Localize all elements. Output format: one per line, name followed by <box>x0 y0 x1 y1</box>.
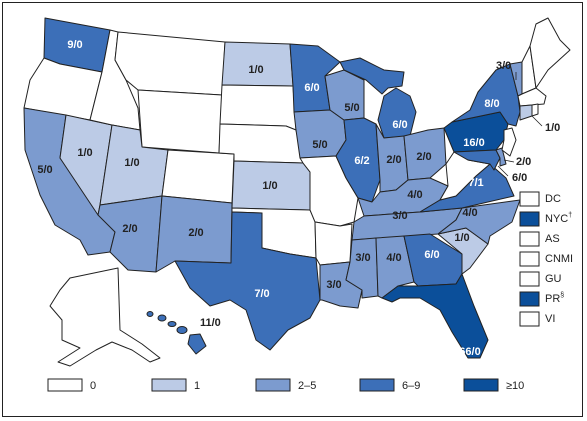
territory-label-nyc: NYC† <box>545 212 572 225</box>
label-ia: 5/0 <box>312 139 327 151</box>
label-al: 4/0 <box>386 252 401 264</box>
figure-frame <box>2 2 583 417</box>
callout-md: 6/0 <box>512 172 527 184</box>
legend-swatch-2 <box>255 378 291 392</box>
legend-swatch-4 <box>463 378 499 392</box>
state-nc <box>437 199 521 245</box>
state-ar <box>314 221 353 266</box>
territory-label-dc: DC <box>545 193 561 205</box>
label-nv: 1/0 <box>77 147 92 159</box>
label-ky: 4/0 <box>407 189 422 201</box>
callout-ct: 1/0 <box>545 122 560 134</box>
legend-label-1: 1 <box>194 380 200 392</box>
callout-de: 2/0 <box>516 156 531 168</box>
state-wy <box>137 89 223 154</box>
label-wi: 5/0 <box>344 102 359 114</box>
label-ks: 1/0 <box>262 180 277 192</box>
label-nm: 2/0 <box>188 227 203 239</box>
callout-leaders <box>497 72 543 177</box>
state-fl <box>381 273 489 359</box>
state-mi <box>339 57 417 139</box>
label-ca: 5/0 <box>37 164 52 176</box>
territory-footnote-mark: † <box>568 212 572 219</box>
label-mn: 6/0 <box>304 82 319 94</box>
legend-swatch-1 <box>151 378 187 392</box>
legend-swatch-0 <box>47 378 83 392</box>
label-wa: 9/0 <box>67 39 82 51</box>
state-ri <box>531 103 539 117</box>
label-oh: 2/0 <box>416 151 431 163</box>
state-tx <box>174 211 321 351</box>
territory-label-gu: GU <box>545 273 562 285</box>
label-ga: 6/0 <box>424 249 439 261</box>
state-ct <box>519 104 533 121</box>
legend-label-0: 0 <box>90 380 96 392</box>
label-il: 6/2 <box>354 155 369 167</box>
label-mi: 6/0 <box>392 119 407 131</box>
label-sc: 1/0 <box>454 232 469 244</box>
legend-label-3: 6–9 <box>402 380 420 392</box>
territory-key: DC NYC† AS CNMI GU PR§ VI <box>519 191 573 327</box>
label-tx: 7/0 <box>254 288 269 300</box>
legend-label-2: 2–5 <box>298 380 316 392</box>
state-mt <box>114 31 226 96</box>
label-az: 2/0 <box>122 223 137 235</box>
state-de <box>495 147 507 167</box>
label-tn: 3/0 <box>392 210 407 222</box>
callout-hi: 11/0 <box>200 317 221 329</box>
territory-label-pr: PR§ <box>545 292 564 305</box>
label-ny: 8/0 <box>484 98 499 110</box>
label-ms: 3/0 <box>355 252 370 264</box>
territory-swatch-cnmi <box>519 251 540 267</box>
state-ak <box>49 267 161 367</box>
label-nd: 1/0 <box>248 64 263 76</box>
label-nc: 4/0 <box>462 207 477 219</box>
label-ut: 1/0 <box>124 157 139 169</box>
legend-label-4: ≥10 <box>506 380 524 392</box>
territory-swatch-dc <box>519 191 540 207</box>
legend: 0 1 2–5 6–9 ≥10 <box>47 378 524 392</box>
state-hi <box>146 311 207 355</box>
territory-footnote-mark: § <box>560 292 564 299</box>
territory-label-vi: VI <box>545 313 555 325</box>
label-in: 2/0 <box>386 154 401 166</box>
state-labels: 9/0 5/0 1/0 1/0 2/0 2/0 1/0 1/0 7/0 6/0 … <box>37 39 499 358</box>
label-la: 3/0 <box>326 279 341 291</box>
territory-swatch-gu <box>519 271 540 287</box>
territory-swatch-nyc <box>519 211 540 227</box>
callout-vt: 3/0 <box>496 60 511 72</box>
territory-label-cnmi: CNMI <box>545 253 573 265</box>
state-co <box>161 149 235 204</box>
state-sd <box>219 84 297 131</box>
legend-swatch-3 <box>359 378 395 392</box>
territory-swatch-vi <box>519 311 540 327</box>
label-va: 7/1 <box>468 177 483 189</box>
label-pa: 16/0 <box>463 137 484 149</box>
territory-label-as: AS <box>545 233 560 245</box>
territory-swatch-pr <box>519 291 540 307</box>
state-me <box>529 17 571 89</box>
state-nj <box>501 127 517 157</box>
states-layer <box>23 17 571 367</box>
territory-swatch-as <box>519 231 540 247</box>
label-fl: 66/0 <box>459 346 480 358</box>
